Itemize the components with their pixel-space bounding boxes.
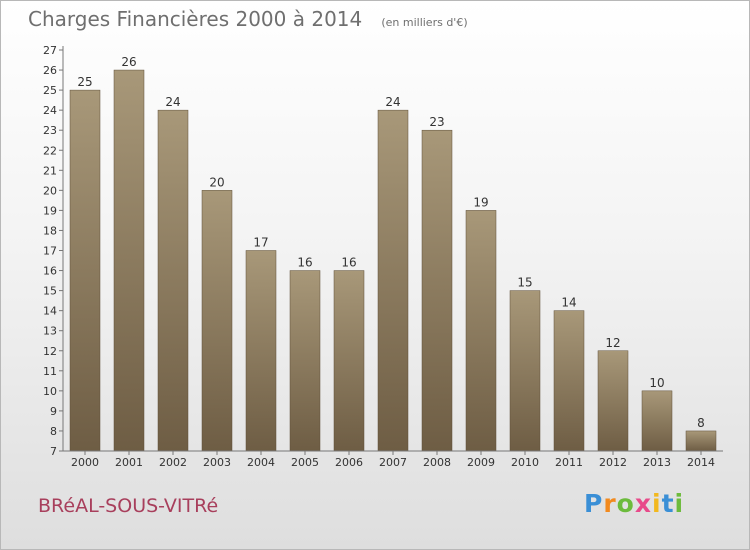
bar — [201, 190, 233, 452]
bar-value-label: 25 — [77, 75, 92, 89]
labels-layer: 25 26 24 20 17 16 16 24 23 19 15 14 12 10 8 — [77, 55, 704, 430]
bar-value-label: 16 — [341, 256, 356, 270]
x-tick-label: 2008 — [423, 456, 451, 469]
bar — [597, 350, 629, 452]
y-tick-label: 27 — [43, 44, 57, 57]
bar-value-label: 24 — [165, 95, 180, 109]
x-tick-label: 2014 — [687, 456, 715, 469]
y-tick-label: 21 — [43, 164, 57, 177]
bar-value-label: 19 — [473, 195, 488, 209]
y-tick-label: 13 — [43, 325, 57, 338]
bar-value-label: 16 — [297, 256, 312, 270]
bar — [289, 270, 321, 452]
y-tick-label: 26 — [43, 64, 57, 77]
bar — [509, 290, 541, 452]
x-tick-label: 2011 — [555, 456, 583, 469]
y-tick-label: 12 — [43, 345, 57, 358]
commune-name: BRéAL-SOUS-VITRé — [38, 495, 219, 517]
x-tick-label: 2009 — [467, 456, 495, 469]
y-tick-label: 16 — [43, 265, 57, 278]
logo-letter: o — [616, 489, 635, 518]
bar — [421, 129, 453, 452]
bar-value-label: 20 — [209, 175, 224, 189]
y-tick-label: 8 — [50, 425, 57, 438]
bar-value-label: 8 — [697, 416, 705, 430]
bar-value-label: 23 — [429, 115, 444, 129]
bar — [333, 270, 365, 452]
y-tick-label: 7 — [50, 445, 57, 458]
bar — [465, 210, 497, 452]
y-tick-label: 10 — [43, 385, 57, 398]
bar — [641, 390, 673, 452]
bar-value-label: 14 — [561, 296, 576, 310]
logo-letter: x — [634, 489, 652, 518]
bar-value-label: 10 — [649, 376, 664, 390]
title-row: Charges Financières 2000 à 2014 (en mill… — [28, 7, 468, 31]
x-tick-label: 2005 — [291, 456, 319, 469]
bar-value-label: 26 — [121, 55, 136, 69]
bar — [69, 89, 101, 452]
bar-value-label: 15 — [517, 276, 532, 290]
y-tick-label: 25 — [43, 84, 57, 97]
chart-title: Charges Financières 2000 à 2014 — [28, 7, 363, 31]
bar-value-label: 24 — [385, 95, 400, 109]
x-tick-label: 2001 — [115, 456, 143, 469]
y-tick-label: 22 — [43, 144, 57, 157]
bar — [377, 109, 409, 452]
x-tick-label: 2002 — [159, 456, 187, 469]
logo-letter: i — [674, 489, 685, 518]
chart-subtitle: (en milliers d'€) — [381, 16, 468, 29]
logo-letter: t — [661, 489, 675, 518]
bar — [685, 430, 717, 452]
x-tick-label: 2006 — [335, 456, 363, 469]
y-tick-label: 14 — [43, 305, 57, 318]
x-tick-label: 2013 — [643, 456, 671, 469]
logo-letter: P — [584, 489, 604, 518]
y-tick-label: 11 — [43, 365, 57, 378]
logo-letter: i — [652, 489, 662, 518]
x-tick-label: 2000 — [71, 456, 99, 469]
bar-value-label: 12 — [605, 336, 620, 350]
y-tick-label: 17 — [43, 245, 57, 258]
bar — [157, 109, 189, 452]
proxiti-logo: Proxiti — [584, 489, 684, 518]
y-tick-label: 18 — [43, 224, 57, 237]
bar-value-label: 17 — [253, 236, 268, 250]
bar — [553, 310, 585, 452]
axis-layer: 7 8 9 10 11 12 13 14 15 16 17 18 19 20 21 22 23 24 25 26 27 2… — [43, 44, 723, 469]
x-tick-label: 2004 — [247, 456, 275, 469]
y-tick-label: 9 — [50, 405, 57, 418]
bar — [245, 250, 277, 452]
y-tick-label: 19 — [43, 204, 57, 217]
y-tick-label: 24 — [43, 104, 57, 117]
x-tick-label: 2007 — [379, 456, 407, 469]
x-tick-label: 2012 — [599, 456, 627, 469]
logo-letter: r — [603, 489, 617, 518]
y-tick-label: 20 — [43, 184, 57, 197]
x-tick-label: 2010 — [511, 456, 539, 469]
y-tick-label: 15 — [43, 285, 57, 298]
bars-layer — [69, 69, 717, 452]
y-tick-label: 23 — [43, 124, 57, 137]
bar — [113, 69, 145, 452]
x-tick-label: 2003 — [203, 456, 231, 469]
